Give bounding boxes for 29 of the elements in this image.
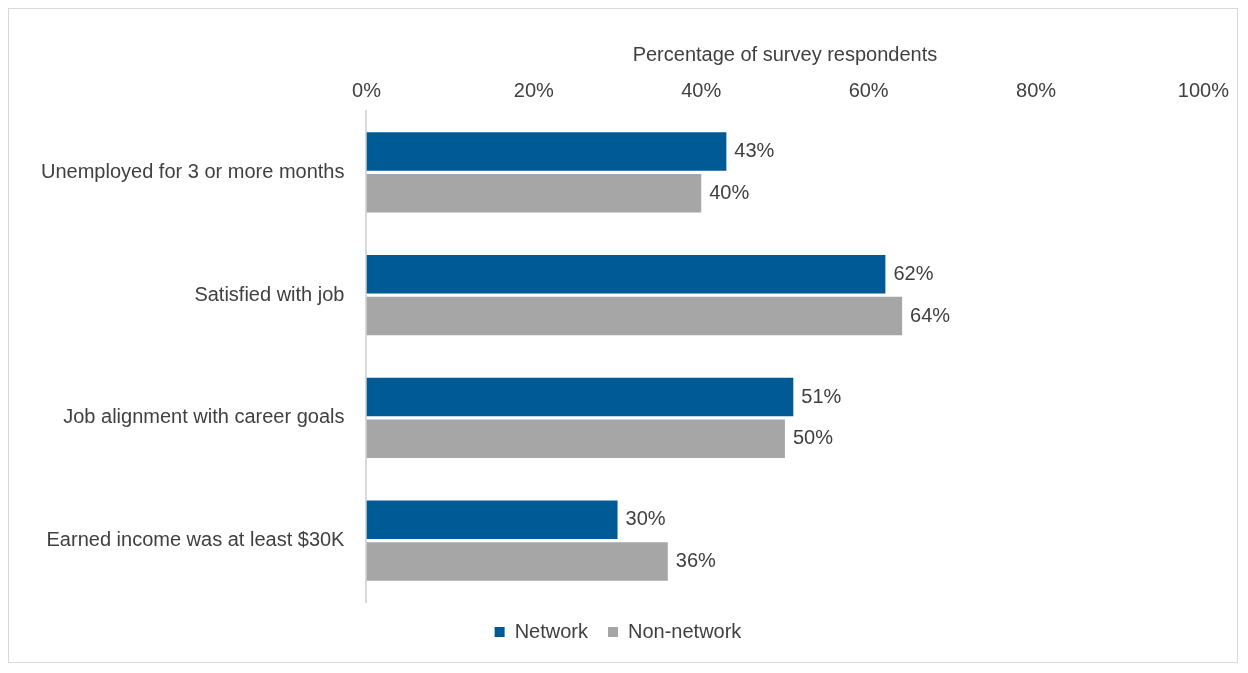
data-label: 51% [801,384,842,407]
data-label: 62% [893,261,934,284]
y-tick-label: Job alignment with career goals [63,405,345,428]
data-label: 43% [734,139,775,162]
bar [366,174,702,213]
x-tick-label: 100% [1177,78,1230,101]
legend-label: Network [514,619,589,642]
bar [366,132,727,171]
data-label: 64% [910,303,951,326]
bar [366,542,668,581]
data-label: 40% [709,180,750,203]
x-tick-label: 60% [848,78,889,101]
bar [366,296,903,336]
x-tick-label: 0% [352,78,382,101]
data-label: 30% [625,507,666,530]
y-tick-label: Unemployed for 3 or more months [41,159,345,182]
data-label: 36% [675,549,717,572]
bar [366,419,785,458]
x-axis-title: Percentage of survey respondents [632,42,938,65]
bar [366,255,886,294]
x-tick-label: 80% [1016,78,1057,101]
x-tick-label: 40% [681,78,722,101]
data-label: 50% [792,426,834,449]
legend-label: Non-network [627,619,743,642]
bar [366,377,794,417]
x-tick-label: 20% [513,78,555,101]
y-tick-label: Satisfied with job [194,282,345,305]
y-tick-label: Earned income was at least $30K [46,528,346,551]
bar [366,500,618,539]
